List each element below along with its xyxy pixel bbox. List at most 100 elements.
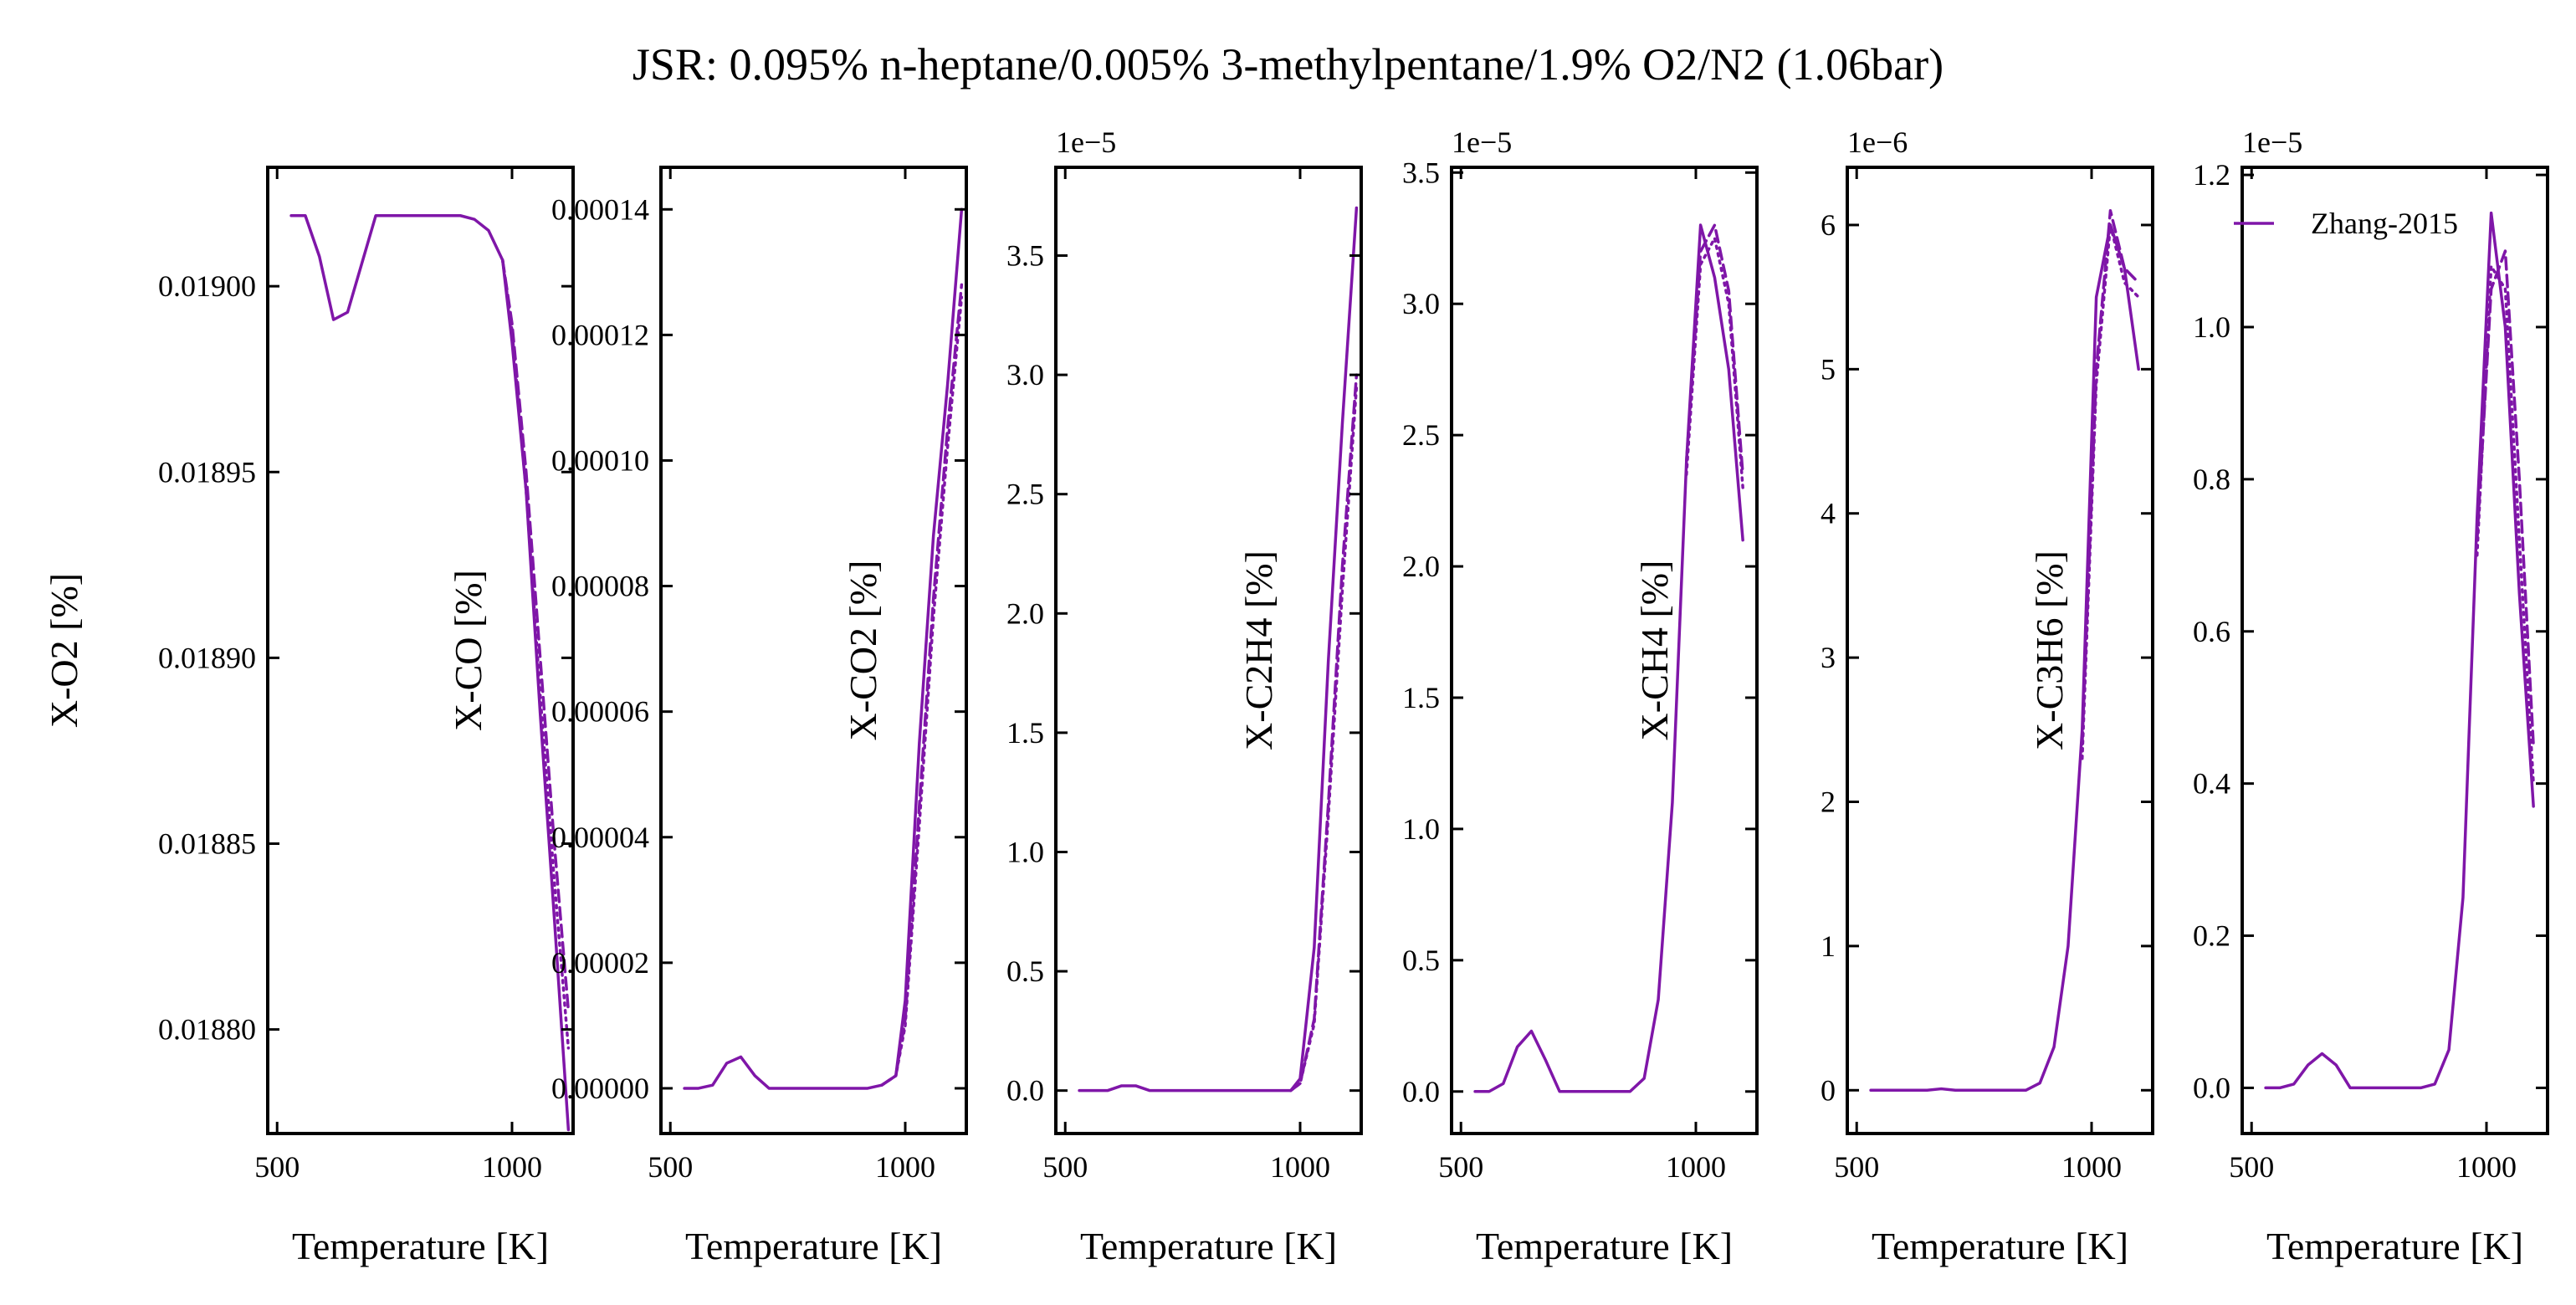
series-line-solid-1 xyxy=(1078,206,1359,1093)
y-axis-label: X-C3H6 [%] xyxy=(2028,550,2071,750)
y-tick-label: 3.0 xyxy=(1402,287,1440,320)
y-tick-label: 1.0 xyxy=(1006,835,1044,868)
y-tick-label: 0.0 xyxy=(1402,1075,1440,1108)
y-axis-label: X-CH4 [%] xyxy=(1633,560,1676,741)
y-tick-label: 0.01900 xyxy=(158,269,256,303)
subplot-5: 500 1000 0 1 2 3 4 5 6 1e−6 Temperature [K] X-CH4 [… xyxy=(1633,125,2154,1267)
y-axis-label: X-CO [%] xyxy=(447,570,489,731)
x-tick-label: 1000 xyxy=(482,1150,542,1184)
x-tick-label: 500 xyxy=(1042,1150,1088,1184)
subplot-1: 500 1000 0.01880 0.01885 0.01890 0.01895 0.019… xyxy=(43,166,575,1267)
x-tick-label: 500 xyxy=(2229,1150,2274,1184)
y-tick-label: 0.00014 xyxy=(551,192,649,226)
series-line-solid-1 xyxy=(1473,223,1744,1093)
y-tick-label: 1.0 xyxy=(2193,310,2230,344)
y-tick-label: 0.00004 xyxy=(551,821,649,854)
subplot-2: 500 1000 0.00000 0.00002 0.00004 0.00006 0.000… xyxy=(447,166,968,1267)
y-offset-label: 1e−5 xyxy=(1056,125,1116,159)
y-tick-label: 0.00002 xyxy=(551,946,649,980)
y-tick-label: 6 xyxy=(1821,208,1836,242)
y-tick-label: 0.01880 xyxy=(158,1013,256,1047)
subplot-3: 500 1000 0.0 0.5 1.0 1.5 2.0 2.5 3.0 3.5 1e−5 Tempe… xyxy=(842,125,1363,1267)
y-tick-label: 3.0 xyxy=(1006,358,1044,392)
x-tick-label: 500 xyxy=(254,1150,300,1184)
y-tick-label: 0.01885 xyxy=(158,827,256,861)
y-tick-label: 3 xyxy=(1821,641,1836,674)
x-axis-label: Temperature [K] xyxy=(292,1225,549,1267)
plot-frame xyxy=(266,166,575,1135)
plot-frame xyxy=(1846,166,2154,1135)
subplot-6: 500 1000 0.0 0.2 0.4 0.6 0.8 1.0 1.2 1e−5 Temperat… xyxy=(2028,125,2549,1267)
y-tick-label: 1.0 xyxy=(1402,812,1440,846)
series-line-dotted-3 xyxy=(880,295,964,1087)
series-line-dotted-3 xyxy=(501,258,571,1050)
y-tick-label: 0 xyxy=(1821,1073,1836,1107)
y-tick-label: 3.5 xyxy=(1402,156,1440,189)
y-tick-label: 0.5 xyxy=(1006,954,1044,988)
y-tick-label: 2.5 xyxy=(1006,478,1044,511)
y-tick-label: 1 xyxy=(1821,929,1836,963)
plot-frame xyxy=(1450,166,1759,1135)
plot-frame xyxy=(2241,166,2549,1135)
y-axis-label: X-C2H4 [%] xyxy=(1237,550,1280,750)
y-tick-label: 0.01895 xyxy=(158,455,256,489)
series-line-solid-1 xyxy=(683,207,964,1090)
y-tick-label: 0.00006 xyxy=(551,695,649,729)
plot-frame xyxy=(659,166,968,1135)
x-axis-label: Temperature [K] xyxy=(1476,1225,1733,1267)
series-line-solid-1 xyxy=(1869,223,2140,1093)
y-tick-label: 0.00010 xyxy=(551,443,649,477)
y-tick-label: 0.5 xyxy=(1402,944,1440,977)
series-line-solid-1 xyxy=(2264,211,2535,1090)
y-tick-label: 5 xyxy=(1821,352,1836,386)
x-tick-label: 1000 xyxy=(875,1150,935,1184)
figure-title: JSR: 0.095% n-heptane/0.005% 3-methylpen… xyxy=(632,39,1944,90)
subplot-4: 500 1000 0.0 0.5 1.0 1.5 2.0 2.5 3.0 3.5 1e−5 Tempe… xyxy=(1237,125,1759,1267)
y-tick-label: 4 xyxy=(1821,497,1836,530)
y-tick-label: 2.0 xyxy=(1402,550,1440,583)
y-tick-label: 3.5 xyxy=(1006,239,1044,273)
x-tick-label: 1000 xyxy=(1666,1150,1726,1184)
subplot-grid: 500 1000 0.01880 0.01885 0.01890 0.01895 0.019… xyxy=(43,125,2549,1267)
y-tick-label: 2.5 xyxy=(1402,418,1440,452)
x-axis-label: Temperature [K] xyxy=(685,1225,942,1267)
x-tick-label: 1000 xyxy=(2061,1150,2122,1184)
y-tick-label: 0.2 xyxy=(2193,919,2230,953)
y-tick-label: 1.5 xyxy=(1402,681,1440,714)
x-tick-label: 500 xyxy=(648,1150,693,1184)
x-axis-label: Temperature [K] xyxy=(2266,1225,2523,1267)
series-line-dotted-3 xyxy=(1289,385,1359,1093)
x-tick-label: 500 xyxy=(1438,1150,1483,1184)
series-line-dotted-3 xyxy=(1685,236,1744,489)
x-tick-label: 500 xyxy=(1834,1150,1879,1184)
legend: Zhang-2015 xyxy=(2234,207,2458,240)
y-tick-label: 1.2 xyxy=(2193,158,2230,192)
x-axis-label: Temperature [K] xyxy=(1080,1225,1337,1267)
x-axis-label: Temperature [K] xyxy=(1872,1225,2128,1267)
y-tick-label: 0.8 xyxy=(2193,463,2230,496)
series-line-dotted-3 xyxy=(2476,264,2535,786)
y-tick-label: 2 xyxy=(1821,786,1836,819)
y-tick-label: 0.00012 xyxy=(551,318,649,351)
y-tick-label: 0.6 xyxy=(2193,615,2230,648)
y-tick-label: 0.00000 xyxy=(551,1072,649,1105)
x-tick-label: 1000 xyxy=(1270,1150,1330,1184)
y-tick-label: 0.0 xyxy=(1006,1074,1044,1108)
y-offset-label: 1e−6 xyxy=(1847,125,1908,159)
y-tick-label: 2.0 xyxy=(1006,596,1044,630)
legend-label: Zhang-2015 xyxy=(2311,207,2458,240)
y-tick-label: 1.5 xyxy=(1006,716,1044,750)
y-axis-label: X-CO2 [%] xyxy=(842,560,884,741)
y-offset-label: 1e−5 xyxy=(2242,125,2302,159)
y-tick-label: 0.01890 xyxy=(158,641,256,674)
x-tick-label: 1000 xyxy=(2456,1150,2517,1184)
y-tick-label: 0.4 xyxy=(2193,767,2230,801)
y-axis-label: X-O2 [%] xyxy=(43,573,85,728)
y-tick-label: 0.0 xyxy=(2193,1071,2230,1104)
y-offset-label: 1e−5 xyxy=(1452,125,1512,159)
plot-frame xyxy=(1054,166,1363,1135)
y-tick-label: 0.00008 xyxy=(551,570,649,603)
series-line-dotted-3 xyxy=(2081,223,2140,760)
